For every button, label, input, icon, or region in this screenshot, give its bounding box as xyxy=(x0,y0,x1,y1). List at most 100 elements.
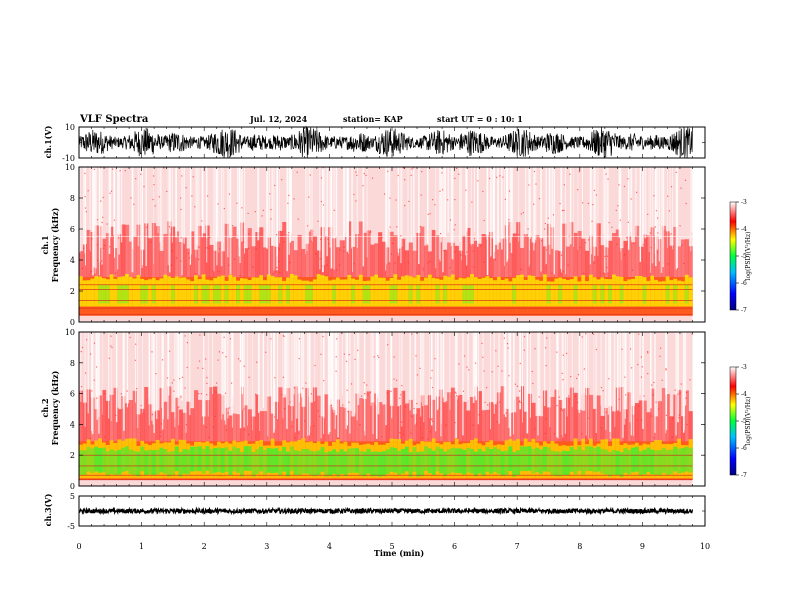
ch2-spectrogram-speckle xyxy=(363,382,365,384)
ch2-spectrogram-red-band xyxy=(569,387,574,443)
ch1-spectrogram-speckle xyxy=(353,193,355,196)
ch2-spectrogram-green-band xyxy=(178,451,183,477)
ch1-waveform-ytick-bottom: -10 xyxy=(62,154,75,163)
ch1-spectrogram-speckle xyxy=(270,218,272,220)
ch2-spectrogram-speckle xyxy=(545,418,547,420)
ch2-spectrogram-red-band xyxy=(477,391,482,443)
ch1-spectrogram-green-patch xyxy=(393,284,398,304)
ch1-spectrogram-speckle xyxy=(261,215,263,217)
ch2-spectrogram-speckle xyxy=(142,412,144,415)
ch2-spectrogram-speckle xyxy=(516,385,519,387)
ch2-spectrogram-speckle xyxy=(603,417,605,419)
ch2-spectrogram-green-band xyxy=(113,450,118,476)
ch1-spectrogram-speckle xyxy=(653,195,655,197)
ch2-spectrogram-green-band xyxy=(412,447,417,472)
ch1-spectrogram-yellow-band xyxy=(159,278,164,307)
ch1-spectrogram-speckle xyxy=(217,203,219,205)
ch1-spectrogram-speckle xyxy=(194,206,196,208)
ch2-spectrogram-speckle xyxy=(399,405,402,407)
ch1-spectrogram-green-patch xyxy=(121,284,126,304)
ch2-spectrogram-speckle xyxy=(570,376,572,378)
ch1-spectrogram-yellow-band xyxy=(404,275,410,307)
ch2-spectrogram-red-band xyxy=(427,395,433,443)
ch2-spectrogram-red-band xyxy=(546,407,551,443)
ch2-spectrogram-green-band xyxy=(588,446,594,471)
ch1-spectrogram-speckle xyxy=(395,199,397,201)
ch2-spectrogram-green-band xyxy=(677,448,682,474)
ch2-spectrogram-speckle xyxy=(519,390,521,392)
ch2-spectrogram-green-band xyxy=(370,451,375,477)
ch1-spectrogram-speckle xyxy=(328,243,330,245)
ch2-spectrogram-green-band xyxy=(297,450,302,476)
ch2-spectrogram-green-band xyxy=(324,452,329,477)
ch1-spectrogram-red-band xyxy=(159,250,164,279)
ch1-spectrogram-green-patch xyxy=(416,284,421,304)
ch2-spectrogram-speckle xyxy=(151,351,153,353)
ch2-spectrogram-speckle xyxy=(485,387,488,389)
ch1-spectrogram-red-band xyxy=(312,236,318,279)
ch1-spectrogram-red-band xyxy=(569,222,574,279)
ch2-spectrogram-red-band xyxy=(447,392,452,443)
ch2-spectrogram-red-band xyxy=(102,389,107,443)
ch1-spectrogram-speckle xyxy=(146,226,148,228)
ch2-spectrogram-speckle xyxy=(390,390,392,393)
ch1-spectrogram-speckle xyxy=(568,235,570,237)
ch2-spectrogram-green-band xyxy=(274,448,279,473)
ch2-spectrogram-green-band xyxy=(397,450,402,476)
ch2-spectrogram-speckle xyxy=(171,382,173,384)
ch1-spectrogram-speckle xyxy=(527,228,529,230)
ch1-spectrogram-speckle xyxy=(100,167,102,169)
ch2-spectrogram-speckle xyxy=(217,359,219,361)
ch2-spectrogram-speckle xyxy=(429,431,431,433)
ch1-spectrogram-speckle xyxy=(369,231,372,234)
ch1-spectrogram-speckle xyxy=(209,236,211,239)
ch2-spectrogram-speckle xyxy=(215,391,217,393)
ch1-spectrogram-ytick-label: 10 xyxy=(65,163,75,172)
ch2-spectrogram-green-band xyxy=(585,446,590,472)
ch2-spectrogram-speckle xyxy=(545,347,547,349)
ch1-spectrogram-red-band xyxy=(596,223,601,279)
ch2-spectrogram-speckle xyxy=(463,355,466,357)
ch1-waveform-ylabel: ch.1(V) xyxy=(43,125,53,158)
ch1-spectrogram-speckle xyxy=(85,211,87,213)
ch1-spectrogram-green-patch xyxy=(140,284,145,304)
ch2-spectrogram-speckle xyxy=(416,374,419,376)
ch2-spectrogram-speckle xyxy=(243,429,245,431)
ch1-spectrogram-red-band xyxy=(588,235,594,279)
ch1-spectrogram-red-band xyxy=(404,250,410,279)
ch2-spectrogram-green-band xyxy=(148,449,153,475)
ch1-spectrogram-red-band xyxy=(347,221,352,279)
ch2-spectrogram-green-band xyxy=(673,446,678,472)
ch2-spectrogram-ylabel: ch.2 Frequency (kHz) xyxy=(40,370,60,445)
ch1-spectrogram-red-band xyxy=(197,225,202,279)
ch1-spectrogram-speckle xyxy=(541,240,543,242)
ch2-spectrogram-red-band xyxy=(562,408,567,443)
ch2-spectrogram-red-band xyxy=(573,392,578,443)
ch1-spectrogram-speckle xyxy=(254,211,256,213)
ch2-spectrogram-red-band xyxy=(140,408,145,443)
ch1-spectrogram-speckle xyxy=(381,236,383,238)
ch1-spectrogram-red-band xyxy=(370,244,375,279)
ch2-spectrogram-speckle xyxy=(205,426,207,428)
ch1-spectrogram-speckle xyxy=(322,204,325,206)
ch1-spectrogram-speckle xyxy=(102,196,104,199)
ch2-spectrogram-speckle xyxy=(255,393,257,396)
ch1-spectrogram-speckle xyxy=(520,213,522,215)
x-tick-label: 8 xyxy=(577,542,582,551)
ch1-spectrogram-speckle xyxy=(118,237,120,239)
ch2-spectrogram-speckle xyxy=(91,390,93,392)
ch2-spectrogram-speckle xyxy=(108,357,110,359)
ch2-spectrogram-red-band xyxy=(443,402,448,443)
ch1-spectrogram-red-band xyxy=(615,229,620,279)
ch1-spectrogram-speckle xyxy=(522,212,525,214)
ch2-spectrogram-speckle xyxy=(317,410,319,412)
ch1-spectrogram-speckle xyxy=(91,238,93,240)
ch1-spectrogram-green-patch xyxy=(389,284,394,304)
ch2-spectrogram-speckle xyxy=(378,356,380,359)
ch1-spectrogram-red-band xyxy=(151,222,156,279)
ch2-spectrogram-speckle xyxy=(506,343,509,345)
ch1-spectrogram-green-patch xyxy=(205,284,210,304)
ch2-spectrogram-red-band xyxy=(217,393,222,443)
ch2-spectrogram-speckle xyxy=(653,437,655,439)
